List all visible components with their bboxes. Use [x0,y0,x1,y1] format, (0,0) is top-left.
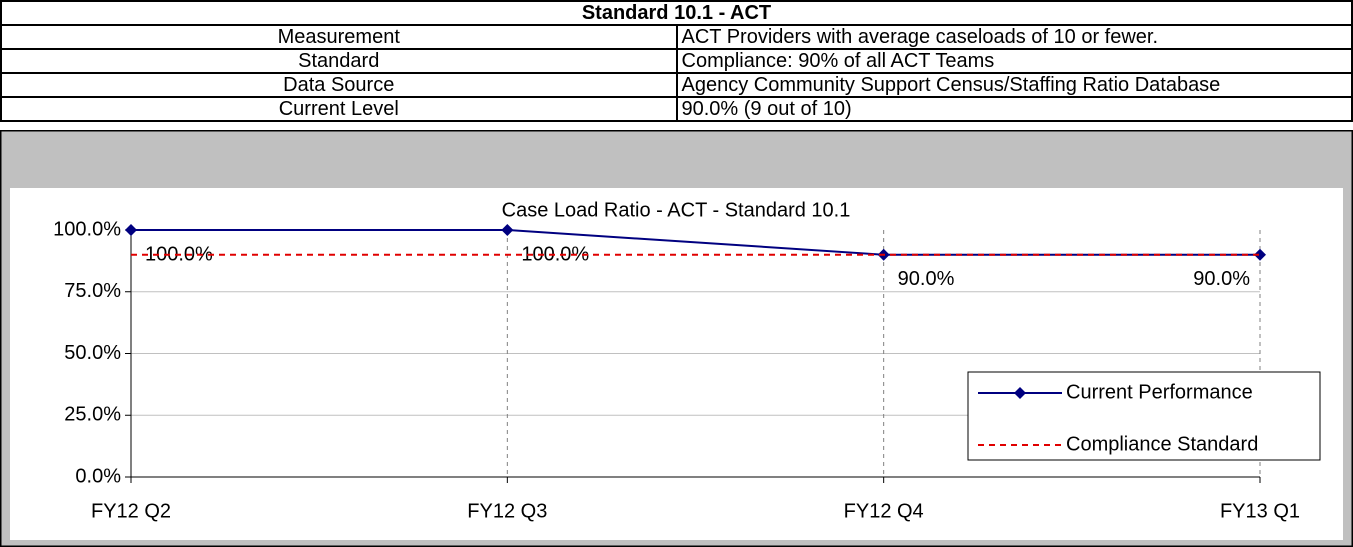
y-tick-label: 75.0% [64,280,121,302]
row-label: Standard [0,48,678,74]
data-label: 100.0% [521,243,589,265]
table-title: Standard 10.1 - ACT [0,0,1353,26]
x-tick-label: FY12 Q4 [844,500,924,522]
point-marker [1254,248,1266,261]
row-value: Agency Community Support Census/Staffing… [675,72,1353,98]
x-tick-label: FY13 Q1 [1220,500,1300,522]
data-label: 90.0% [898,268,955,290]
chart-area [10,188,1343,540]
row-label: Data Source [0,72,678,98]
info-table: Standard 10.1 - ACT Measurement ACT Provi… [0,0,1353,122]
row-value: ACT Providers with average caseloads of … [675,24,1353,50]
legend-label: Current Performance [1066,381,1253,403]
y-tick-label: 100.0% [53,218,121,240]
point-marker [501,224,514,236]
legend-marker [1014,387,1026,399]
y-tick-label: 25.0% [64,404,121,426]
row-value: Compliance: 90% of all ACT Teams [675,48,1353,74]
x-tick-label: FY12 Q3 [467,500,547,522]
point-marker [125,224,137,236]
y-tick-label: 0.0% [75,465,121,487]
row-value: 90.0% (9 out of 10) [675,96,1353,122]
y-tick-label: 50.0% [64,342,121,364]
row-label: Current Level [0,96,678,122]
x-tick-label: FY12 Q2 [91,500,171,522]
chart: Case Load Ratio - ACT - Standard 10.1 0.… [0,130,1353,547]
row-label: Measurement [0,24,678,50]
legend-label: Compliance Standard [1066,433,1258,455]
chart-title: Case Load Ratio - ACT - Standard 10.1 [502,199,851,221]
data-label: 90.0% [1193,268,1250,290]
